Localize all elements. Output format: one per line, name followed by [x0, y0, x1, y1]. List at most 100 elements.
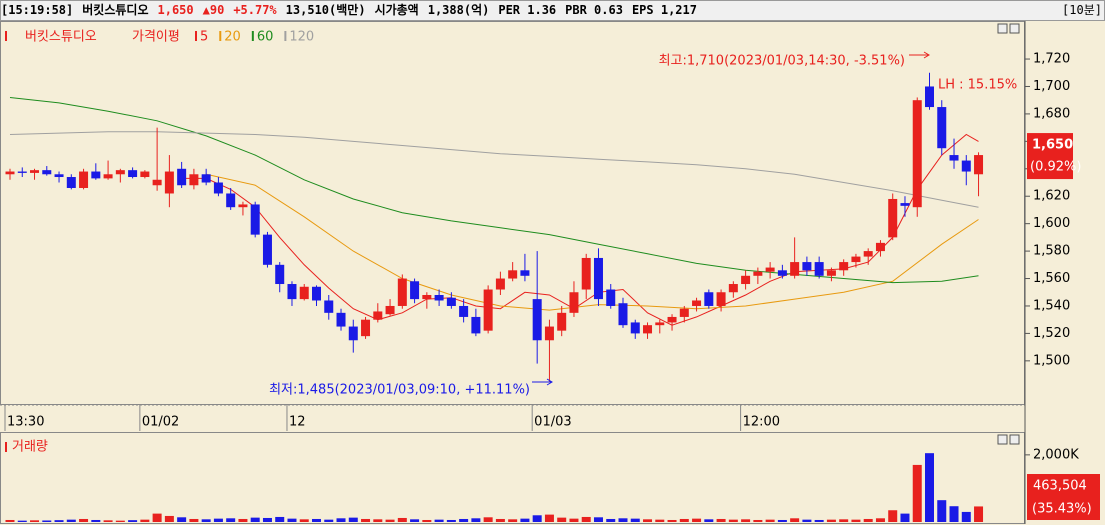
candle-body — [974, 155, 984, 175]
y-tick-label: 1,620 — [1033, 189, 1070, 204]
candle-body — [336, 312, 346, 327]
volume-bar — [863, 518, 873, 522]
header-item: [15:19:58] — [1, 3, 74, 17]
panel-button[interactable] — [1009, 23, 1020, 34]
volume-bar — [741, 519, 751, 522]
candle-body — [115, 170, 125, 175]
volume-bar — [520, 518, 530, 522]
candle-body — [643, 325, 653, 334]
header-item: 시가총액 — [374, 3, 419, 17]
candle-body — [5, 171, 15, 175]
volume-bar — [17, 520, 27, 522]
candle-body — [422, 294, 432, 300]
panel-button[interactable] — [997, 434, 1008, 445]
panel-button[interactable] — [997, 23, 1008, 34]
candle-body — [471, 316, 481, 334]
volume-bar — [177, 517, 187, 522]
header-item: 버킷스튜디오 — [82, 3, 149, 17]
last-change: (0.92%) — [1030, 160, 1081, 175]
candle-body — [238, 204, 248, 208]
volume-bar — [275, 516, 285, 522]
volume-bar — [753, 519, 763, 522]
candle-body — [753, 271, 763, 276]
candle-body — [91, 171, 101, 179]
candle-body — [459, 305, 469, 317]
volume-bar — [152, 513, 162, 522]
candle-body — [397, 278, 407, 306]
candle-body — [128, 170, 138, 178]
candle-body — [226, 193, 236, 208]
candle-body — [581, 257, 591, 290]
x-tick-label: 13:30 — [7, 415, 44, 430]
candle-body — [152, 179, 162, 186]
annotation-arrow — [909, 51, 930, 59]
volume-bar — [888, 510, 898, 522]
interval[interactable]: [10분] — [1062, 3, 1102, 17]
volume-bar — [189, 518, 199, 522]
volume-bar — [262, 517, 272, 522]
candle-body — [189, 174, 199, 186]
volume-bar — [91, 519, 101, 522]
legend-marker — [284, 31, 287, 41]
volume-bar — [201, 519, 211, 522]
candle-body — [275, 264, 285, 285]
header-item: PBR 0.63 — [565, 3, 623, 17]
volume-bar — [777, 519, 787, 522]
volume-bar — [593, 517, 603, 522]
moving-average — [9, 97, 979, 284]
candle-body — [54, 174, 64, 178]
volume-bar — [900, 513, 910, 522]
volume-bar — [961, 511, 971, 522]
volume-bar — [128, 520, 138, 522]
candle-body — [925, 86, 934, 108]
legend-entry: 120 — [289, 30, 314, 45]
volume-bar — [66, 519, 76, 522]
candle-body — [17, 171, 27, 173]
candle-body — [532, 299, 542, 341]
volume-panel-frame — [0, 432, 1025, 524]
y-tick-label: 1,600 — [1033, 216, 1070, 231]
volume-bar — [728, 519, 738, 522]
legend-marker — [5, 31, 7, 41]
candle-body — [802, 262, 812, 271]
volume-bar — [937, 500, 947, 522]
legend-marker — [5, 442, 7, 452]
x-tick-label: 01/03 — [534, 415, 571, 430]
legend-marker — [219, 31, 222, 41]
header-item: 1,388(억) — [427, 3, 490, 17]
candle-body — [446, 297, 456, 306]
header-item: ▲90 — [202, 3, 225, 17]
candle-body — [250, 204, 260, 235]
volume-bar — [312, 518, 321, 522]
candle-body — [557, 312, 567, 331]
legend-label: 가격이평 — [132, 30, 180, 45]
candle-body — [30, 170, 40, 173]
volume-bar — [483, 517, 493, 522]
candle-body — [410, 281, 420, 300]
lh-annotation: LH : 15.15% — [938, 78, 1017, 93]
legend-marker — [251, 31, 254, 41]
volume-bar — [692, 518, 702, 522]
candle-body — [164, 171, 174, 194]
header-item: +5.77% — [233, 3, 277, 17]
volume-bar — [164, 515, 174, 522]
volume-title: 거래량 — [12, 440, 48, 455]
volume-bar — [679, 518, 689, 522]
volume-bar — [373, 519, 383, 522]
legend-entry: 20 — [224, 30, 241, 45]
volume-bar — [508, 519, 518, 522]
candle-body — [103, 174, 113, 179]
volume-bar — [851, 519, 861, 522]
candle-body — [262, 234, 272, 265]
panel-button[interactable] — [1009, 434, 1020, 445]
volume-bar — [826, 519, 836, 522]
candle-body — [667, 316, 677, 323]
y-tick-label: 1,520 — [1033, 326, 1070, 341]
volume-bar — [54, 520, 64, 522]
last-volume: 463,504 — [1033, 479, 1087, 494]
volume-bar — [385, 519, 395, 522]
candle-body — [66, 177, 76, 188]
volume-bar — [925, 453, 934, 522]
candle-body — [790, 262, 800, 276]
y-tick-label: 1,580 — [1033, 244, 1070, 259]
